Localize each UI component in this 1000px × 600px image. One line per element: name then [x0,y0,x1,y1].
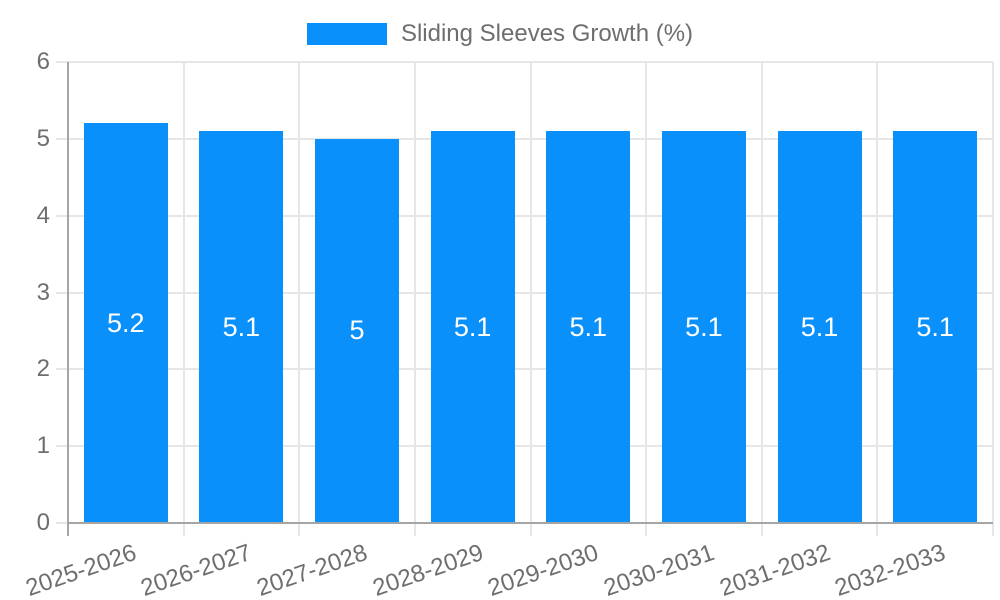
bar: 5.1 [430,131,515,523]
y-tick-label: 4 [36,201,50,229]
bar: 5.1 [893,131,978,523]
x-tick-label: 2031-2032 [716,539,834,600]
v-gridline [645,62,648,536]
x-tick-label: 2026-2027 [137,539,256,600]
h-gridline [56,368,993,371]
h-gridline [56,61,993,63]
v-gridline [876,62,879,536]
y-tick-label: 6 [36,48,50,75]
bar-value-label: 5.2 [107,307,145,338]
x-tick-label: 2025-2026 [22,539,140,600]
legend-label: Sliding Sleeves Growth (%) [400,20,694,47]
bar: 5 [315,138,400,523]
v-gridline [298,62,301,536]
y-tick-label: 0 [36,509,50,536]
bar-value-label: 5.1 [222,311,261,342]
x-tick-label: 2029-2030 [484,539,603,600]
v-gridline [182,62,185,536]
h-gridline [56,291,993,294]
plot-area: 0 1 2 3 4 5 6 5.2 5.1 5 5.1 5.1 5.1 5.1 5.1 2025-2026 20… [22,48,994,600]
bar-value-label: 5.1 [800,311,839,342]
x-tick-label: 2030-2031 [600,539,718,600]
bar: 5.2 [83,123,168,523]
bar: 5.1 [546,131,631,523]
y-tick-label: 3 [36,278,50,306]
x-tick-label: 2028-2029 [369,539,487,600]
x-axis-line [68,522,993,524]
chart-legend: Sliding Sleeves Growth (%) [0,20,1000,48]
bar-value-label: 5.1 [685,311,723,342]
y-axis-line [67,62,69,536]
y-tick-label: 2 [36,355,50,383]
bar-value-label: 5.1 [453,311,492,342]
h-gridline [56,445,993,448]
legend-swatch [306,23,387,45]
bar-value-label: 5 [349,315,365,346]
bar: 5.1 [777,131,862,523]
h-gridline [56,214,993,217]
v-gridline [529,62,532,536]
y-tick-label: 5 [36,124,50,152]
bar: 5.1 [199,131,284,523]
x-tick-label: 2032-2033 [831,539,949,600]
bar-value-label: 5.1 [569,311,608,342]
v-gridline [992,62,994,536]
v-gridline [760,62,763,536]
x-tick-label: 2027-2028 [253,539,371,600]
bar: 5.1 [661,131,746,523]
y-tick-label: 1 [36,432,50,460]
v-gridline [413,62,416,536]
h-gridline [56,137,993,140]
bar-value-label: 5.1 [916,311,954,342]
